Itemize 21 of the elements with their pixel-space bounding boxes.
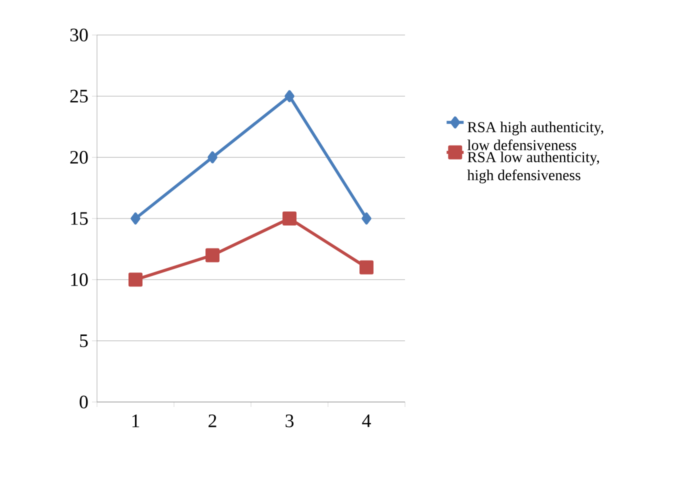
x-tick-label: 2	[208, 414, 216, 428]
legend-label: RSA low authenticity, high defensiveness	[467, 152, 600, 184]
point	[130, 212, 140, 224]
x-tick-label: 4	[362, 414, 371, 428]
point	[362, 212, 372, 224]
y-tick-label: 20	[70, 150, 88, 164]
legend-label: RSA high authenticity, low defensiveness	[467, 122, 604, 150]
y-tick-label: 15	[71, 212, 88, 225]
y-tick-label: 10	[71, 273, 88, 286]
x-tick-label: 1	[132, 414, 140, 428]
point	[206, 248, 220, 262]
point	[128, 272, 142, 287]
y-tick-label: 30	[70, 28, 88, 42]
y-tick-label: 0	[80, 396, 88, 408]
y-tick-label: 5	[80, 334, 88, 348]
x-tick-label: 3	[286, 414, 294, 428]
point	[208, 151, 218, 164]
point	[282, 211, 296, 226]
point	[360, 260, 374, 274]
point	[284, 90, 294, 102]
y-tick-label: 25	[70, 90, 88, 103]
